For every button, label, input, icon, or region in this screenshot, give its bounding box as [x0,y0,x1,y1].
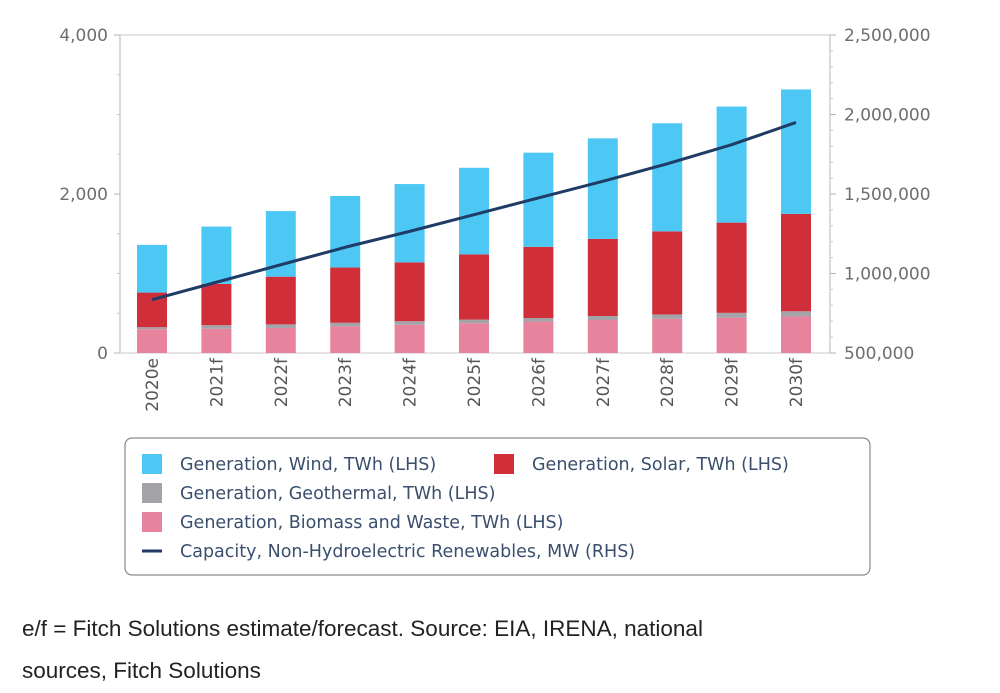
x-tick-label: 2024f [401,357,421,407]
footnote-line-2: sources, Fitch Solutions [22,658,261,683]
bar-geothermal-2027f [587,316,618,321]
bar-solar-2029f [716,222,747,313]
legend-label: Generation, Biomass and Waste, TWh (LHS) [180,513,563,533]
legend-swatch [142,454,162,474]
x-tick-label: 2020e [143,358,163,412]
bar-biomass-2030f [781,316,811,353]
bar-wind-2024f [394,184,425,263]
bar-solar-2028f [652,231,683,315]
x-tick-label: 2030f [787,357,807,407]
bar-biomass-2023f [330,326,361,353]
left-tick-label: 2,000 [59,185,108,205]
bar-biomass-2020e [137,329,167,353]
legend-label: Generation, Wind, TWh (LHS) [180,455,436,475]
x-tick-label: 2025f [465,357,485,407]
axes: 0 2,000 4,000 500,000 1,000,000 1,500,000 2,00… [59,26,930,412]
x-tick-label: 2023f [336,357,356,407]
bar-solar-2023f [330,267,361,323]
bar-solar-2021f [201,283,232,326]
bar-geothermal-2029f [716,312,747,318]
bar-wind-2023f [330,195,361,268]
bar-biomass-2025f [459,323,489,353]
bar-biomass-2027f [587,320,618,353]
bar-biomass-2021f [201,328,232,353]
bar-solar-2024f [394,262,425,322]
chart: 0 2,000 4,000 500,000 1,000,000 1,500,000 2,00… [59,26,931,576]
x-tick-label: 2026f [529,357,549,407]
bar-solar-2022f [265,276,296,325]
legend-swatch [142,483,162,503]
legend-swatch [494,454,514,474]
bar-solar-2025f [459,254,489,320]
x-tick-label: 2022f [272,357,292,407]
bar-geothermal-2021f [201,325,232,329]
bar-geothermal-2022f [265,324,296,328]
bar-geothermal-2028f [652,314,683,319]
right-tick-label: 1,000,000 [844,265,931,285]
legend-label: Capacity, Non-Hydroelectric Renewables, … [180,542,635,562]
bar-biomass-2024f [394,324,425,353]
left-tick-label: 4,000 [59,26,108,46]
capacity-line-series [151,121,797,302]
bar-biomass-2028f [652,318,683,353]
right-tick-label: 2,000,000 [844,106,931,126]
source-footnote: e/f = Fitch Solutions estimate/forecast.… [22,608,962,692]
bar-wind-2027f [587,138,618,239]
bar-solar-2027f [587,238,618,317]
right-tick-label: 1,500,000 [844,185,931,205]
bar-biomass-2029f [716,317,747,353]
x-tick-label: 2029f [723,357,743,407]
left-tick-label: 0 [97,344,108,364]
bar-wind-2028f [652,123,683,232]
bar-geothermal-2025f [459,319,489,324]
bar-solar-2026f [523,246,554,319]
footnote-line-1: e/f = Fitch Solutions estimate/forecast.… [22,616,703,641]
bar-geothermal-2024f [394,321,425,325]
x-tick-label: 2028f [658,357,678,407]
capacity-line [151,121,797,302]
bar-wind-2029f [716,106,747,223]
x-tick-label: 2027f [594,357,614,407]
legend-swatch [142,512,162,532]
right-tick-label: 500,000 [844,344,914,364]
legend-box [124,437,871,576]
bar-biomass-2022f [265,327,296,353]
legend-label: Generation, Solar, TWh (LHS) [532,455,789,475]
x-tick-label: 2021f [207,357,227,407]
bar-wind-2021f [201,226,232,284]
right-tick-label: 2,500,000 [844,26,931,46]
bar-geothermal-2023f [330,322,361,327]
legend-label: Generation, Geothermal, TWh (LHS) [180,484,495,504]
bar-geothermal-2026f [523,318,554,322]
bar-series [137,89,811,353]
bar-wind-2030f [781,89,811,214]
legend: Generation, Wind, TWh (LHS) Generation, S… [124,437,871,576]
bar-biomass-2026f [523,321,554,353]
bar-geothermal-2020e [137,327,167,330]
bar-geothermal-2030f [781,311,811,317]
bar-solar-2030f [781,213,811,312]
bar-wind-2020e [137,244,167,293]
